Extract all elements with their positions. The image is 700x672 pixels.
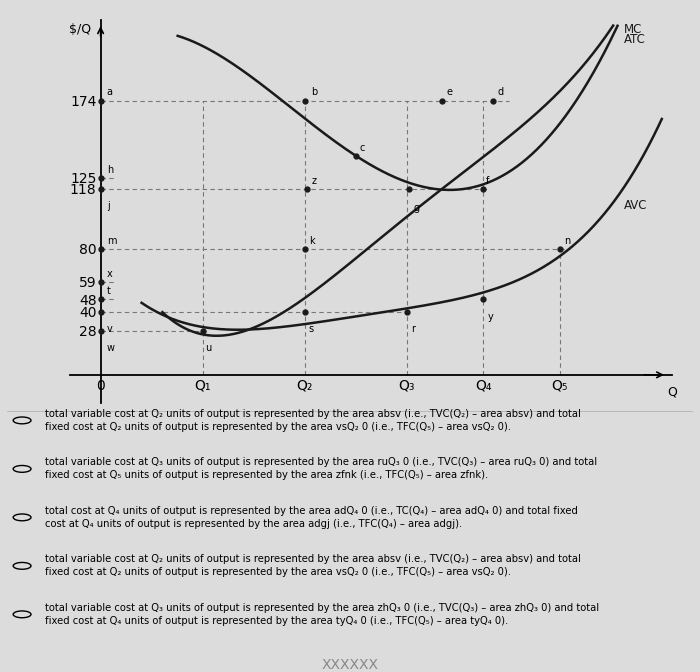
Text: total variable cost at Q₂ units of output is represented by the area absv (i.e.,: total variable cost at Q₂ units of outpu… xyxy=(45,409,580,419)
Text: t: t xyxy=(106,286,111,296)
Text: fixed cost at Q₄ units of output is represented by the area tyQ₄ 0 (i.e., TFC(Q₅: fixed cost at Q₄ units of output is repr… xyxy=(45,616,508,626)
Text: fixed cost at Q₅ units of output is represented by the area zfnk (i.e., TFC(Q₅) : fixed cost at Q₅ units of output is repr… xyxy=(45,470,488,480)
Text: total variable cost at Q₃ units of output is represented by the area zhQ₃ 0 (i.e: total variable cost at Q₃ units of outpu… xyxy=(45,603,599,613)
Text: x: x xyxy=(106,269,113,279)
Text: ATC: ATC xyxy=(624,33,645,46)
Text: cost at Q₄ units of output is represented by the area adgj (i.e., TFC(Q₄) – area: cost at Q₄ units of output is represente… xyxy=(45,519,462,529)
Text: f: f xyxy=(486,175,489,185)
Text: u: u xyxy=(205,343,211,353)
Text: j: j xyxy=(106,202,109,212)
Text: c: c xyxy=(360,142,365,153)
Text: XXXXXX: XXXXXX xyxy=(321,659,379,672)
Text: d: d xyxy=(498,87,503,97)
Text: g: g xyxy=(413,203,419,213)
Text: b: b xyxy=(311,87,317,97)
Text: fixed cost at Q₂ units of output is represented by the area vsQ₂ 0 (i.e., TFC(Q₅: fixed cost at Q₂ units of output is repr… xyxy=(45,567,511,577)
Text: fixed cost at Q₂ units of output is represented by the area vsQ₂ 0 (i.e., TFC(Q₅: fixed cost at Q₂ units of output is repr… xyxy=(45,422,511,432)
Text: total cost at Q₄ units of output is represented by the area adQ₄ 0 (i.e., TC(Q₄): total cost at Q₄ units of output is repr… xyxy=(45,506,577,516)
Text: n: n xyxy=(564,236,570,245)
Text: k: k xyxy=(309,236,314,245)
Text: h: h xyxy=(106,165,113,175)
Text: w: w xyxy=(106,343,115,353)
Text: AVC: AVC xyxy=(624,199,647,212)
Text: Q: Q xyxy=(667,385,677,398)
Text: m: m xyxy=(106,236,116,245)
Text: s: s xyxy=(309,325,314,335)
Text: a: a xyxy=(106,87,113,97)
Text: MC: MC xyxy=(624,23,642,36)
Text: total variable cost at Q₂ units of output is represented by the area absv (i.e.,: total variable cost at Q₂ units of outpu… xyxy=(45,554,580,564)
Text: r: r xyxy=(411,325,415,335)
Text: v: v xyxy=(106,325,113,335)
Text: z: z xyxy=(312,175,316,185)
Text: e: e xyxy=(447,87,452,97)
Text: y: y xyxy=(487,312,493,322)
Text: $/Q: $/Q xyxy=(69,23,91,36)
Text: total variable cost at Q₃ units of output is represented by the area ruQ₃ 0 (i.e: total variable cost at Q₃ units of outpu… xyxy=(45,458,597,467)
